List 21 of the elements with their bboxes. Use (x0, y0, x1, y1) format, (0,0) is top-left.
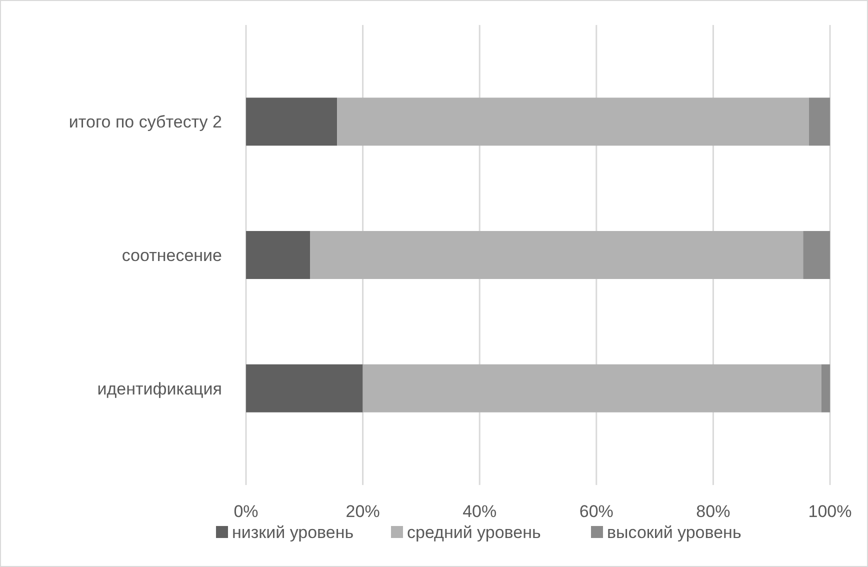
y-tick-label: соотнесение (122, 246, 222, 265)
legend-label: низкий уровень (232, 522, 354, 542)
legend-label: высокий уровень (607, 522, 742, 542)
x-tick-label: 20% (346, 502, 380, 521)
y-tick-label: идентификация (97, 379, 222, 398)
x-tick-label: 60% (579, 502, 614, 521)
bar (803, 231, 830, 279)
bar (808, 98, 830, 146)
x-tick-label: 80% (696, 502, 730, 521)
bar (337, 98, 809, 146)
bar (246, 98, 338, 146)
x-tick-label: 0% (234, 502, 258, 521)
bar (821, 364, 830, 412)
bar (310, 231, 804, 279)
x-tick-label: 40% (462, 502, 497, 521)
bar (362, 364, 822, 412)
bar (246, 231, 310, 279)
legend-label: средний уровень (407, 522, 541, 542)
bar (246, 364, 363, 412)
y-tick-label: итого по субтесту 2 (68, 112, 222, 132)
x-tick-label: 100% (808, 502, 852, 521)
